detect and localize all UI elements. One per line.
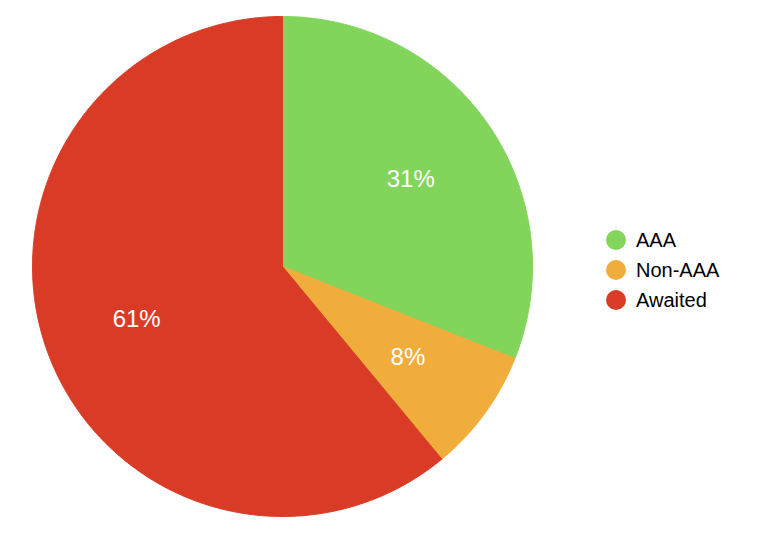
html-text:AAA: AAA — [636, 229, 676, 251]
svg-text:31%: 31% — [387, 165, 435, 192]
html-text:Non-AAA: Non-AAA — [636, 259, 720, 281]
html-text:Awaited: Awaited — [636, 289, 707, 311]
svg-text:8%: 8% — [391, 343, 426, 370]
svg-text:61%: 61% — [113, 305, 161, 332]
